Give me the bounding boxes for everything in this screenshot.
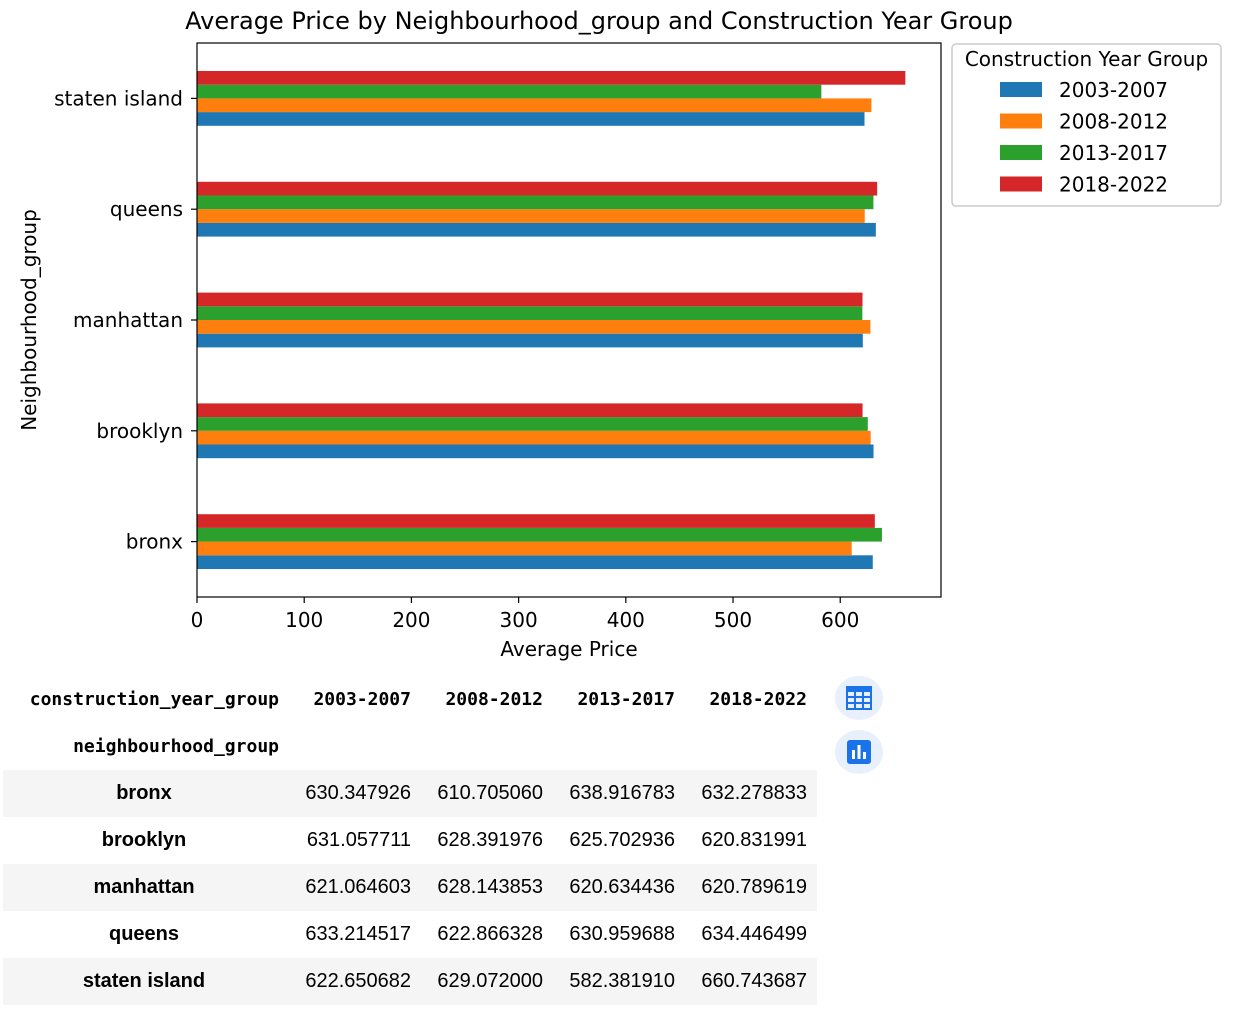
table-cell: 622.866328 bbox=[437, 923, 543, 945]
y-axis-label: Neighbourhood_group bbox=[17, 209, 41, 431]
legend-swatch bbox=[1000, 145, 1042, 160]
bar-manhattan-2003-2007 bbox=[197, 333, 863, 348]
y-tick-label: queens bbox=[110, 197, 183, 221]
row-label: staten island bbox=[82, 970, 206, 992]
bar-queens-2013-2017 bbox=[197, 195, 874, 210]
table-cell: 625.702936 bbox=[569, 829, 675, 851]
bar-chart-icon bbox=[847, 740, 871, 764]
table-cell: 628.143853 bbox=[437, 876, 543, 898]
table-cell: 638.916783 bbox=[569, 782, 675, 804]
row-label: queens bbox=[108, 923, 180, 945]
table-cell: 622.650682 bbox=[305, 970, 411, 992]
table-cell: 660.743687 bbox=[701, 970, 807, 992]
table-row: brooklyn 631.057711 628.391976 625.70293… bbox=[3, 817, 817, 864]
bar-queens-2018-2022 bbox=[197, 181, 878, 196]
y-tick-label: manhattan bbox=[73, 308, 183, 332]
column-header: 2013-2017 bbox=[577, 689, 675, 710]
index-name-row: neighbourhood_group bbox=[3, 723, 817, 770]
table-cell: 631.057711 bbox=[306, 829, 411, 851]
table-cell: 582.381910 bbox=[569, 970, 675, 992]
table-cell: 633.214517 bbox=[305, 923, 411, 945]
x-tick-label: 500 bbox=[714, 608, 752, 632]
bar-staten-island-2003-2007 bbox=[197, 112, 865, 126]
legend-swatch bbox=[1000, 113, 1042, 129]
table-row: manhattan 621.064603 628.143853 620.6344… bbox=[3, 864, 817, 911]
bar-brooklyn-2008-2012 bbox=[197, 430, 871, 445]
table-header-row: construction_year_group 2003-2007 2008-2… bbox=[3, 676, 817, 723]
y-tick-label: staten island bbox=[54, 86, 183, 110]
plot-frame bbox=[196, 42, 942, 598]
bar-bronx-2003-2007 bbox=[197, 555, 873, 569]
row-label: brooklyn bbox=[101, 829, 187, 851]
table-row: staten island 622.650682 629.072000 582.… bbox=[3, 958, 817, 1005]
table-cell: 628.391976 bbox=[437, 829, 543, 851]
bar-queens-2003-2007 bbox=[197, 222, 876, 237]
column-header: 2003-2007 bbox=[313, 689, 411, 710]
chart-title: Average Price by Neighbourhood_group and… bbox=[185, 7, 1013, 35]
table-cell: 621.064603 bbox=[305, 876, 411, 898]
index-name-header: neighbourhood_group bbox=[73, 736, 279, 757]
table-row: bronx 630.347926 610.705060 638.916783 6… bbox=[3, 770, 817, 817]
table-cell: 634.446499 bbox=[701, 923, 807, 945]
table-icon bbox=[846, 686, 872, 710]
table-cell: 629.072000 bbox=[437, 970, 543, 992]
legend-label: 2013-2017 bbox=[1059, 141, 1168, 165]
x-tick-label: 400 bbox=[607, 608, 645, 632]
bar-staten-island-2018-2022 bbox=[197, 71, 906, 85]
convert-to-table-button[interactable] bbox=[835, 676, 883, 720]
legend-label: 2018-2022 bbox=[1059, 173, 1168, 197]
dataframe-table-container: construction_year_group 2003-2007 2008-2… bbox=[3, 676, 817, 1005]
bar-brooklyn-2003-2007 bbox=[197, 444, 874, 459]
dataframe-table: construction_year_group 2003-2007 2008-2… bbox=[3, 676, 817, 1005]
column-header: 2008-2012 bbox=[445, 689, 543, 710]
table-cell: 630.959688 bbox=[569, 923, 675, 945]
table-cell: 630.347926 bbox=[305, 782, 411, 804]
row-label: bronx bbox=[116, 782, 172, 804]
bar-bronx-2013-2017 bbox=[197, 527, 882, 542]
bar-queens-2008-2012 bbox=[197, 209, 865, 223]
table-cell: 620.634436 bbox=[569, 876, 675, 898]
table-row: queens 633.214517 622.866328 630.959688 … bbox=[3, 911, 817, 958]
legend-swatch bbox=[1000, 176, 1042, 192]
row-label: manhattan bbox=[93, 876, 195, 898]
table-cell: 620.831991 bbox=[701, 829, 807, 851]
y-tick-label: brooklyn bbox=[96, 419, 183, 443]
bar-staten-island-2008-2012 bbox=[197, 98, 872, 113]
y-tick-label: bronx bbox=[126, 530, 183, 554]
bar-staten-island-2013-2017 bbox=[197, 84, 822, 99]
x-tick-label: 600 bbox=[821, 608, 859, 632]
bar-bronx-2018-2022 bbox=[197, 514, 875, 528]
suggest-charts-button[interactable] bbox=[835, 730, 883, 774]
legend-label: 2008-2012 bbox=[1059, 110, 1168, 134]
bar-chart: bronx brooklyn manhattan queens staten islan… bbox=[17, 7, 1222, 661]
bar-manhattan-2008-2012 bbox=[197, 320, 871, 334]
bar-manhattan-2013-2017 bbox=[197, 306, 863, 320]
table-cell: 632.278833 bbox=[701, 782, 807, 804]
legend-swatch bbox=[1000, 82, 1042, 97]
column-header: 2018-2022 bbox=[709, 689, 807, 710]
columns-name-header: construction_year_group bbox=[29, 689, 279, 710]
bar-brooklyn-2013-2017 bbox=[197, 417, 868, 431]
x-tick-label: 100 bbox=[285, 608, 323, 632]
legend-title: Construction Year Group bbox=[965, 47, 1208, 71]
bar-bronx-2008-2012 bbox=[197, 541, 852, 556]
x-tick-label: 200 bbox=[392, 608, 430, 632]
bar-brooklyn-2018-2022 bbox=[197, 403, 863, 418]
x-tick-label: 300 bbox=[500, 608, 538, 632]
legend-label: 2003-2007 bbox=[1059, 78, 1168, 102]
x-tick-label: 0 bbox=[191, 608, 204, 632]
bar-manhattan-2018-2022 bbox=[197, 292, 863, 307]
table-cell: 620.789619 bbox=[701, 876, 807, 898]
table-cell: 610.705060 bbox=[437, 782, 543, 804]
x-axis-label: Average Price bbox=[500, 637, 637, 661]
